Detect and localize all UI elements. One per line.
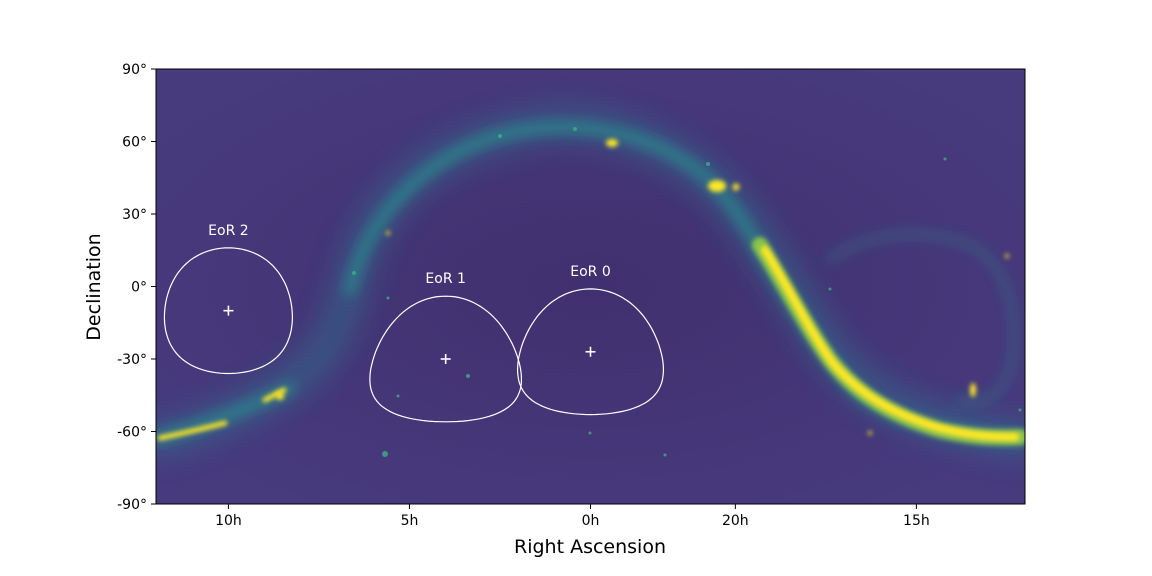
galactic-band-bright [157,237,1025,446]
field-outline [516,288,665,416]
field-label: EoR 0 [570,264,611,280]
x-tick-label: 5h [401,513,419,529]
y-tick-label: 30° [122,207,147,223]
faint-sources [352,127,1022,457]
y-tick-label: 90° [122,62,147,78]
y-tick-label: 60° [122,135,147,151]
eor-fields: EoR 2 EoR 1 EoR 0 [163,223,665,423]
x-tick-label: 10h [215,513,242,529]
field-label: EoR 1 [425,271,466,287]
y-tick-label: -90° [117,497,147,513]
x-tick-label: 20h [722,513,749,529]
x-axis-title: Right Ascension [514,536,666,558]
field-outline [369,295,523,423]
y-tick-label: -60° [117,425,147,441]
x-axis-ticks: 10h 5h 0h 20h 15h [215,504,930,529]
x-tick-label: 0h [582,513,600,529]
bright-sources [276,139,1009,435]
y-axis-ticks: 90° 60° 30° 0° -30° -60° -90° [117,62,156,513]
y-tick-label: 0° [131,280,147,296]
x-tick-label: 15h [903,513,930,529]
sky-image: EoR 2 EoR 1 EoR 0 [156,69,1025,504]
y-axis-title: Declination [83,233,105,340]
field-outline [163,247,294,375]
field-label: EoR 2 [208,223,249,239]
y-tick-label: -30° [117,352,147,368]
